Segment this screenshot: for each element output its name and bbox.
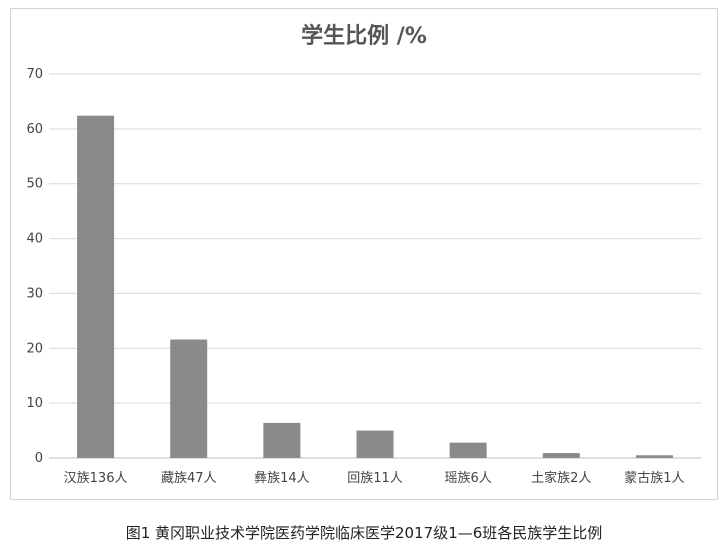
y-tick-label: 50 [26,177,43,192]
x-category-label: 瑶族6人 [445,470,492,486]
y-tick-label: 40 [26,232,43,247]
bar [356,430,394,458]
x-category-label: 汉族136人 [64,470,128,486]
bar [449,442,487,458]
bar [542,453,580,458]
x-category-label: 彝族14人 [254,470,310,486]
y-tick-label: 0 [35,451,43,466]
chart-title: 学生比例 /% [301,23,427,49]
x-category-label: 回族11人 [347,470,403,486]
y-tick-label: 30 [26,286,43,301]
y-tick-label: 70 [26,67,43,82]
bar-chart: 学生比例 /% 0 10 20 30 40 50 60 70 汉族136人 藏族47人 彝族14人 回族… [26,23,701,486]
x-category-label: 土家族2人 [531,470,591,486]
chart-frame: 学生比例 /% 0 10 20 30 40 50 60 70 汉族136人 藏族47人 彝族14人 回族… [10,8,718,500]
bar [77,115,115,458]
y-tick-label: 20 [26,341,43,356]
y-tick-label: 60 [26,122,43,137]
x-category-label: 藏族47人 [161,470,217,486]
bar [170,339,208,458]
y-tick-label: 10 [26,396,43,411]
x-category-label: 蒙古族1人 [624,470,684,486]
bar [635,455,673,458]
bar [263,422,301,458]
figure-caption: 图1 黄冈职业技术学院医药学院临床医学2017级1—6班各民族学生比例 [125,524,603,542]
